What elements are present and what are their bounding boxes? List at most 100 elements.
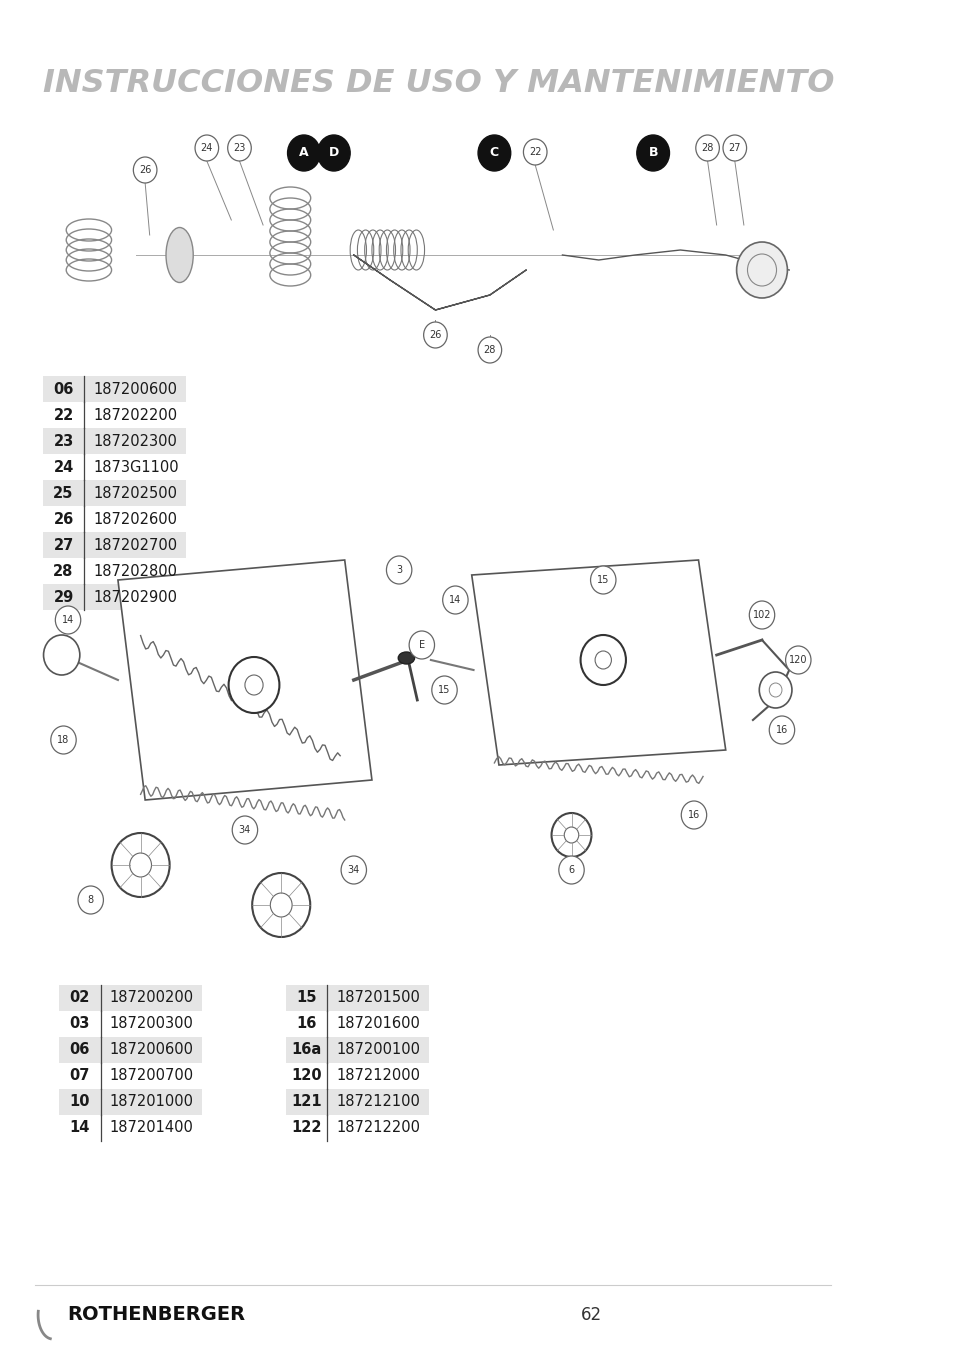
Circle shape bbox=[551, 813, 591, 857]
Circle shape bbox=[680, 801, 706, 829]
Text: INSTRUCCIONES DE USO Y MANTENIMIENTO: INSTRUCCIONES DE USO Y MANTENIMIENTO bbox=[43, 68, 833, 99]
Bar bbox=[286, 986, 429, 1011]
Text: 187202700: 187202700 bbox=[93, 537, 177, 552]
Text: 16: 16 bbox=[296, 1017, 316, 1031]
Ellipse shape bbox=[397, 652, 415, 664]
Text: 187200700: 187200700 bbox=[110, 1068, 193, 1084]
Circle shape bbox=[133, 157, 157, 184]
Text: 102: 102 bbox=[752, 610, 770, 620]
Text: 29: 29 bbox=[53, 590, 73, 605]
Text: 187201600: 187201600 bbox=[336, 1017, 420, 1031]
Text: 120: 120 bbox=[788, 655, 806, 666]
Text: 26: 26 bbox=[139, 165, 152, 176]
Text: 23: 23 bbox=[233, 143, 246, 153]
Text: 24: 24 bbox=[53, 459, 73, 474]
Text: 34: 34 bbox=[347, 865, 359, 875]
Text: 23: 23 bbox=[53, 433, 73, 448]
Circle shape bbox=[232, 815, 257, 844]
Circle shape bbox=[287, 135, 320, 171]
Circle shape bbox=[580, 634, 625, 684]
Text: 16a: 16a bbox=[292, 1042, 321, 1057]
Text: 1873G1100: 1873G1100 bbox=[93, 459, 179, 474]
Text: 187200300: 187200300 bbox=[110, 1017, 193, 1031]
Circle shape bbox=[748, 601, 774, 629]
Text: C: C bbox=[489, 147, 498, 159]
Circle shape bbox=[386, 556, 412, 585]
Text: E: E bbox=[418, 640, 424, 649]
Circle shape bbox=[341, 856, 366, 884]
Text: 16: 16 bbox=[775, 725, 787, 734]
Text: 62: 62 bbox=[580, 1305, 601, 1324]
Circle shape bbox=[317, 135, 350, 171]
Text: 06: 06 bbox=[70, 1042, 90, 1057]
Polygon shape bbox=[118, 560, 372, 801]
Text: 187212100: 187212100 bbox=[336, 1095, 420, 1110]
Circle shape bbox=[523, 139, 546, 165]
Circle shape bbox=[252, 873, 310, 937]
Text: 15: 15 bbox=[597, 575, 609, 585]
Text: 187200200: 187200200 bbox=[110, 991, 193, 1006]
Circle shape bbox=[784, 647, 810, 674]
Text: 16: 16 bbox=[687, 810, 700, 819]
Text: 07: 07 bbox=[70, 1068, 90, 1084]
Circle shape bbox=[51, 726, 76, 755]
Circle shape bbox=[558, 856, 583, 884]
Text: 25: 25 bbox=[53, 486, 73, 501]
Circle shape bbox=[228, 135, 251, 161]
Circle shape bbox=[432, 676, 456, 703]
Text: 14: 14 bbox=[70, 1120, 90, 1135]
Circle shape bbox=[55, 606, 81, 634]
Text: 6: 6 bbox=[568, 865, 574, 875]
Circle shape bbox=[759, 672, 791, 707]
Circle shape bbox=[590, 566, 616, 594]
Text: B: B bbox=[648, 147, 658, 159]
Text: 121: 121 bbox=[291, 1095, 321, 1110]
Text: 187201500: 187201500 bbox=[336, 991, 420, 1006]
Text: A: A bbox=[299, 147, 309, 159]
Circle shape bbox=[736, 242, 786, 298]
Circle shape bbox=[768, 716, 794, 744]
Polygon shape bbox=[471, 560, 725, 765]
Text: 187202500: 187202500 bbox=[93, 486, 177, 501]
Circle shape bbox=[423, 323, 447, 348]
Text: 187202600: 187202600 bbox=[93, 512, 177, 526]
Text: 24: 24 bbox=[200, 143, 213, 153]
Text: 28: 28 bbox=[483, 346, 496, 355]
Text: 187201400: 187201400 bbox=[110, 1120, 193, 1135]
Text: 3: 3 bbox=[395, 566, 402, 575]
Text: 187200600: 187200600 bbox=[110, 1042, 193, 1057]
Bar bbox=[59, 1037, 202, 1062]
Text: 187200100: 187200100 bbox=[336, 1042, 420, 1057]
Circle shape bbox=[112, 833, 170, 896]
Text: 14: 14 bbox=[449, 595, 461, 605]
Bar bbox=[43, 532, 186, 558]
Text: 187212200: 187212200 bbox=[336, 1120, 420, 1135]
Text: 15: 15 bbox=[437, 684, 450, 695]
Text: 187200600: 187200600 bbox=[93, 382, 177, 397]
Bar bbox=[43, 481, 186, 506]
Text: D: D bbox=[329, 147, 338, 159]
Text: ROTHENBERGER: ROTHENBERGER bbox=[67, 1305, 245, 1324]
Text: 06: 06 bbox=[53, 382, 73, 397]
Text: 28: 28 bbox=[700, 143, 713, 153]
Bar bbox=[43, 585, 186, 610]
Text: 27: 27 bbox=[728, 143, 740, 153]
Text: 34: 34 bbox=[238, 825, 251, 836]
Text: 120: 120 bbox=[291, 1068, 321, 1084]
Text: 10: 10 bbox=[70, 1095, 90, 1110]
Text: 187202300: 187202300 bbox=[93, 433, 177, 448]
Text: 03: 03 bbox=[70, 1017, 90, 1031]
Text: 28: 28 bbox=[53, 563, 73, 579]
Text: 22: 22 bbox=[53, 408, 73, 423]
Bar bbox=[59, 1089, 202, 1115]
Text: 26: 26 bbox=[429, 329, 441, 340]
Bar bbox=[43, 428, 186, 454]
Text: 15: 15 bbox=[296, 991, 316, 1006]
Circle shape bbox=[44, 634, 80, 675]
Circle shape bbox=[477, 135, 510, 171]
Circle shape bbox=[442, 586, 468, 614]
Circle shape bbox=[409, 630, 434, 659]
Circle shape bbox=[194, 135, 218, 161]
Text: 18: 18 bbox=[57, 734, 70, 745]
Circle shape bbox=[229, 657, 279, 713]
